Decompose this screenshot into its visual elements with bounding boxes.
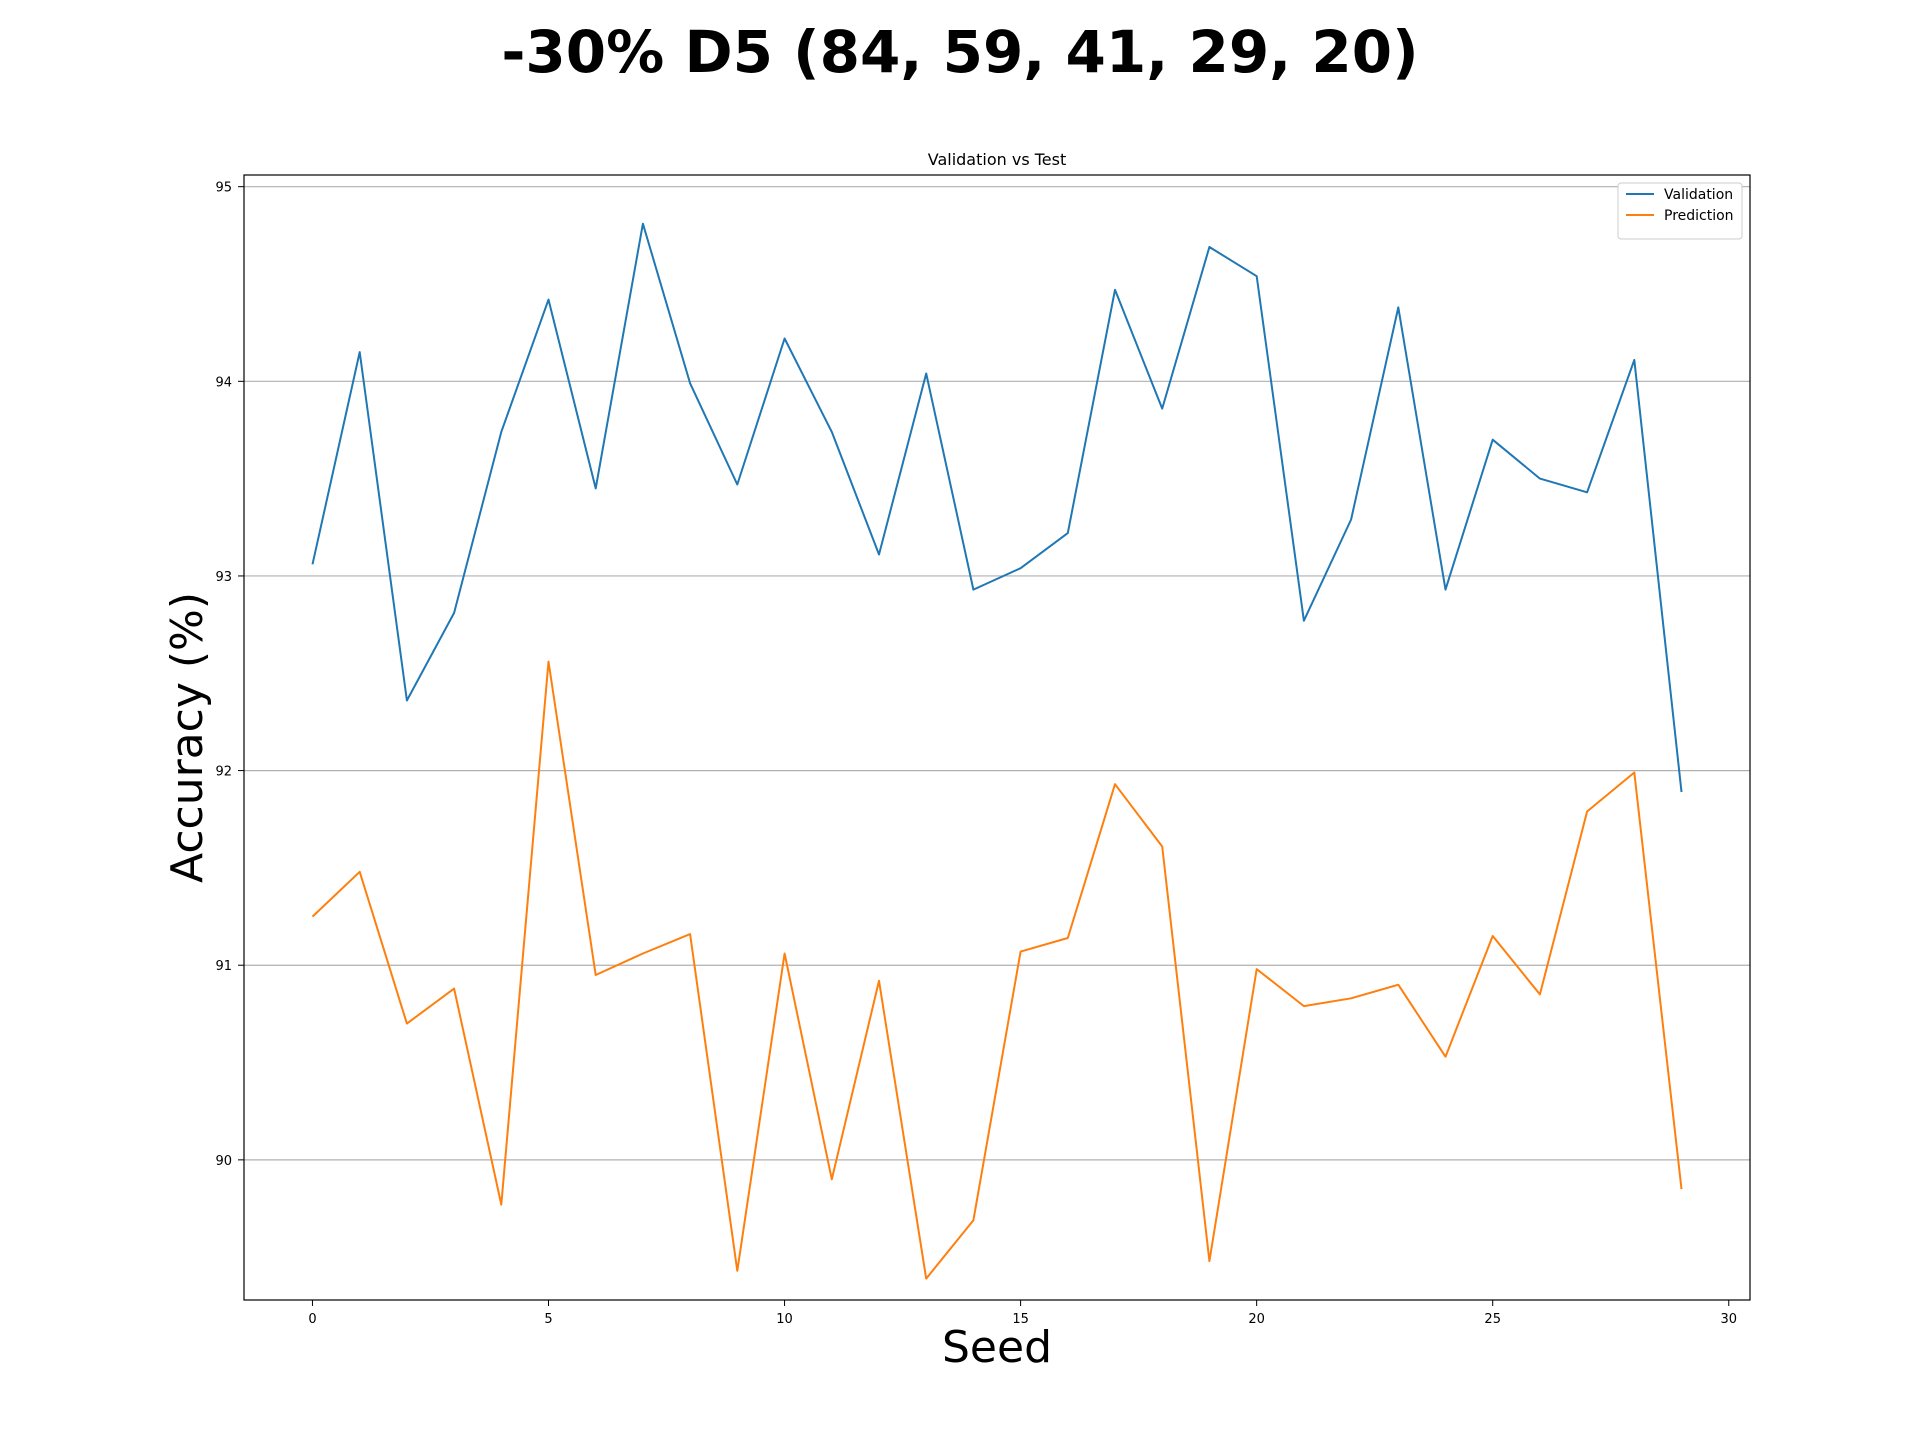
x-tick-label: 10 [776,1312,793,1327]
series-layer [311,222,1683,1280]
y-tick-label: 90 [215,1154,232,1169]
y-axis-label: Accuracy (%) [162,592,213,883]
y-tick-label: 93 [215,570,232,585]
x-axis-label: Seed [942,1322,1052,1373]
legend: Validation Prediction [1617,182,1743,240]
x-tick-label: 5 [544,1312,552,1327]
x-axis-ticks: 0 5 10 15 20 25 30 [308,1300,1737,1327]
legend-frame [1617,182,1743,240]
legend-label: Validation [1664,187,1733,203]
chart-title: Validation vs Test [928,150,1067,169]
y-tick-label: 91 [215,959,232,974]
y-axis-ticks: 90 91 92 93 94 95 [215,181,244,1169]
y-tick-label: 95 [215,181,232,196]
series-line-validation [311,222,1683,793]
x-tick-label: 0 [308,1312,316,1327]
y-tick-label: 92 [215,765,232,780]
x-tick-label: 15 [1012,1312,1029,1327]
legend-label: Prediction [1664,208,1734,224]
figure-suptitle: -30% D5 (84, 59, 41, 29, 20) [501,18,1419,86]
y-tick-label: 94 [215,375,232,390]
series-line-prediction [311,660,1683,1280]
x-tick-label: 25 [1484,1312,1501,1327]
x-tick-label: 30 [1720,1312,1737,1327]
x-tick-label: 20 [1248,1312,1265,1327]
y-gridlines [244,186,1750,1161]
plot-area [243,174,1751,1301]
